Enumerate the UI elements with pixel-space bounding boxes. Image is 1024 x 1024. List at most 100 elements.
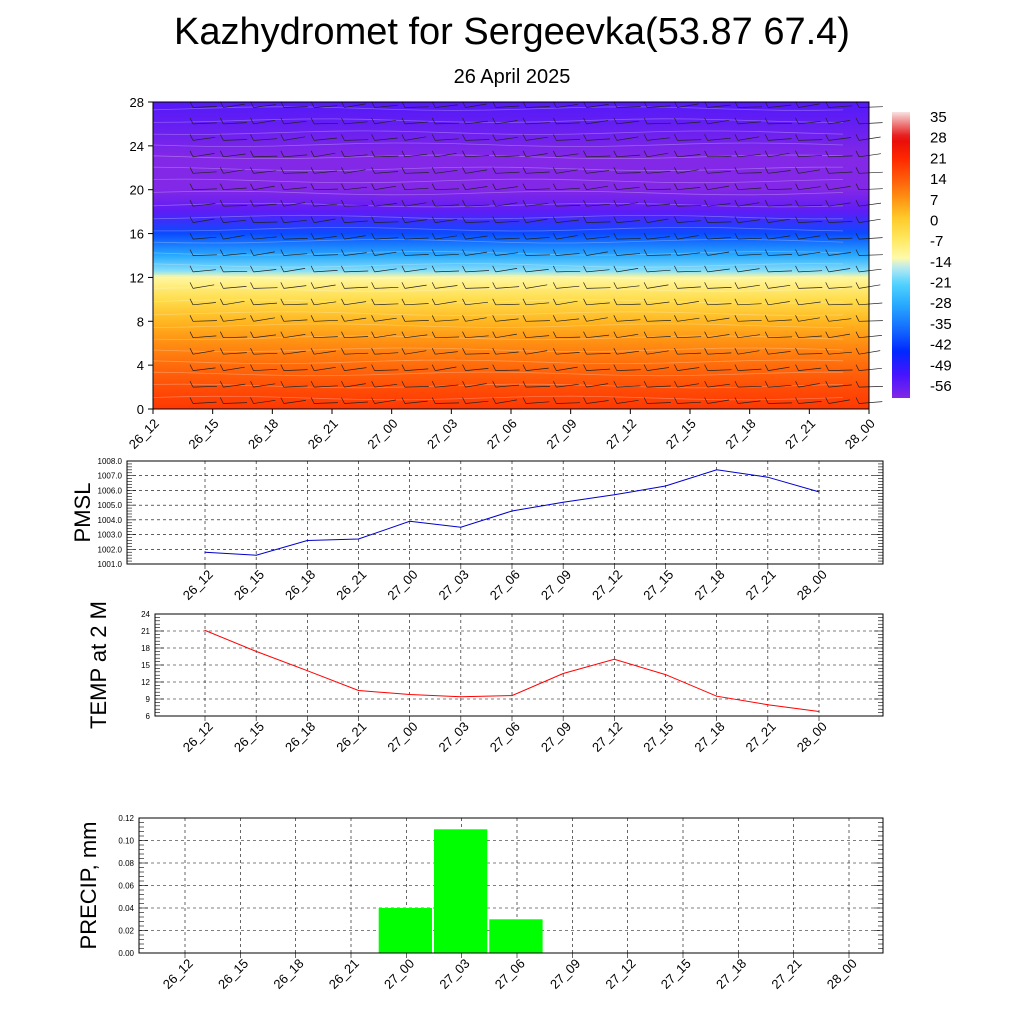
wind-barb-flag	[674, 348, 678, 355]
wind-barb	[404, 153, 428, 158]
pmsl-xtick-label: 28_00	[794, 567, 830, 603]
temp-xtick-label: 27_00	[384, 719, 420, 755]
wind-barb	[435, 301, 457, 306]
wind-barb-flag	[341, 216, 345, 223]
wind-barb	[192, 320, 217, 322]
wind-barb	[223, 402, 248, 404]
precip-xtick-label: 28_00	[824, 956, 860, 992]
wind-barb-flag	[825, 315, 830, 322]
wind-barb	[223, 366, 245, 371]
wind-barb	[768, 402, 793, 404]
wind-barb	[435, 138, 459, 141]
wind-barb-flag	[492, 364, 497, 371]
wind-barb-flag	[250, 134, 254, 141]
pmsl-xtick-label: 26_21	[333, 567, 369, 603]
wind-barb	[192, 302, 216, 306]
wind-barb	[768, 270, 793, 273]
wind-barb-flag	[341, 117, 345, 125]
section-contour	[152, 118, 844, 123]
wind-barb	[435, 219, 458, 223]
wind-barb	[374, 221, 399, 223]
wind-barb	[465, 120, 488, 125]
section-xtick-label: 26_18	[245, 416, 281, 452]
wind-barb-flag	[492, 150, 497, 157]
wind-barb-flag	[825, 183, 830, 190]
section-contour	[152, 275, 844, 280]
wind-barb	[253, 138, 278, 141]
wind-barb-flag	[855, 150, 860, 157]
wind-barb	[495, 384, 520, 388]
wind-barb	[616, 333, 639, 339]
wind-barb	[435, 253, 459, 256]
wind-barb-flag	[764, 216, 769, 223]
pmsl-xtick-label: 27_06	[487, 567, 523, 603]
section-contour	[152, 371, 843, 377]
wind-barb-flag	[280, 134, 285, 141]
wind-barb	[253, 155, 278, 158]
wind-barb-flag	[522, 298, 527, 305]
wind-barb-flag	[855, 298, 860, 305]
wind-barb	[707, 170, 731, 174]
wind-barb	[556, 270, 581, 273]
wind-barb	[737, 268, 760, 273]
pmsl-xtick-label: 27_03	[436, 567, 472, 603]
wind-barb	[768, 104, 792, 108]
wind-barb-flag	[522, 216, 527, 223]
wind-barb-flag	[219, 183, 224, 190]
wind-barb	[465, 204, 490, 207]
colorbar-label: -7	[930, 233, 943, 250]
wind-barb	[586, 251, 608, 256]
wind-barb-flag	[310, 216, 315, 223]
wind-barb-flag	[189, 380, 194, 388]
wind-barb	[374, 352, 399, 355]
wind-barb	[828, 221, 853, 223]
wind-barb-flag	[764, 331, 769, 338]
section-contour	[152, 263, 844, 268]
wind-barb-flag	[583, 298, 587, 305]
wind-barb-flag	[764, 249, 769, 256]
wind-barb-flag	[613, 200, 618, 207]
wind-barb	[798, 353, 823, 355]
pmsl-frame	[126, 460, 884, 565]
section-contour	[152, 226, 844, 232]
wind-barb	[344, 286, 369, 289]
wind-barb	[253, 269, 277, 273]
wind-barb-flag	[734, 134, 739, 141]
wind-barb-flag	[341, 282, 345, 289]
wind-barb-flag	[250, 315, 254, 322]
wind-barb	[374, 369, 399, 371]
colorbar-bar	[892, 112, 910, 398]
wind-barb-flag	[522, 249, 527, 256]
wind-barb	[858, 202, 882, 207]
wind-barb-flag	[552, 183, 557, 190]
wind-barb	[737, 319, 762, 322]
wind-barb	[525, 401, 550, 404]
precip-xtick-label: 26_12	[160, 956, 196, 992]
wind-barb	[616, 136, 639, 141]
wind-barb	[768, 301, 790, 306]
wind-barb	[314, 270, 338, 273]
wind-barb	[374, 171, 399, 174]
wind-barb-flag	[401, 315, 406, 322]
wind-barb	[647, 254, 672, 256]
wind-barb	[647, 284, 669, 289]
wind-barb	[707, 369, 732, 371]
temp-point	[562, 673, 564, 674]
precip-bar	[378, 908, 432, 953]
wind-barb-flag	[613, 150, 618, 157]
wind-barb-flag	[552, 265, 557, 273]
wind-barb-flag	[795, 134, 799, 141]
temp-ytick-label: 15	[141, 661, 150, 670]
wind-barb	[707, 334, 730, 339]
wind-barb	[647, 188, 672, 191]
wind-barb-flag	[522, 315, 527, 322]
wind-barb	[283, 385, 308, 388]
wind-barb	[798, 383, 820, 388]
wind-barb-flag	[552, 249, 557, 256]
wind-barb-flag	[431, 380, 436, 388]
colorbar-label: -49	[930, 357, 952, 374]
wind-barb-flag	[492, 117, 497, 125]
pmsl-point	[358, 538, 359, 540]
wind-barb	[798, 287, 823, 289]
wind-barb-flag	[189, 249, 194, 256]
